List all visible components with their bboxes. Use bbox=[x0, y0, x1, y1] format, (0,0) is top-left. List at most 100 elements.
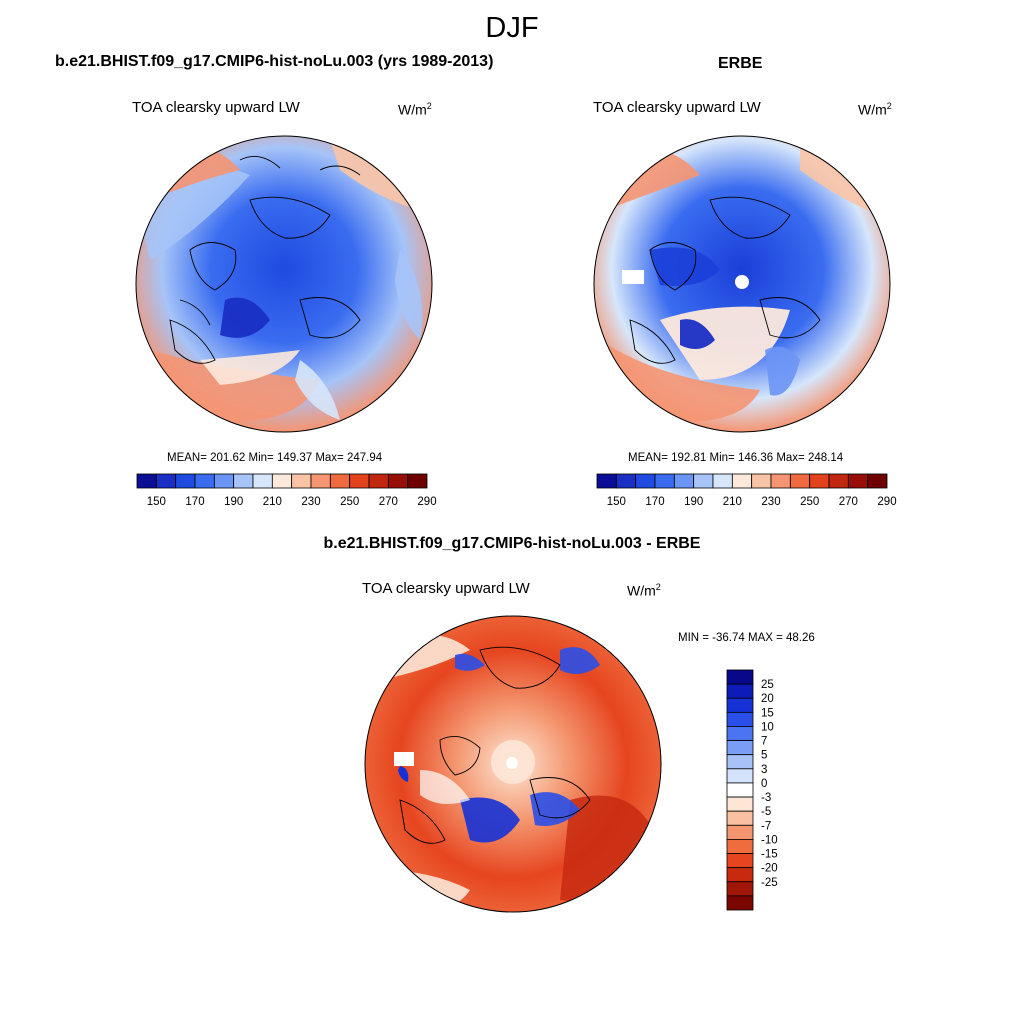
obs-map bbox=[594, 136, 890, 432]
obs-colorbar-swatch bbox=[635, 473, 656, 489]
model-map-border bbox=[135, 135, 433, 433]
model-colorbar-swatch bbox=[310, 473, 331, 489]
model-colorbar-swatch bbox=[175, 473, 196, 489]
obs-colorbar-swatch bbox=[693, 473, 714, 489]
obs-units: W/m2 bbox=[858, 101, 892, 118]
model-colorbar-tick-label: 190 bbox=[224, 496, 243, 508]
obs-colorbar-swatch bbox=[751, 473, 772, 489]
model-variable-label: TOA clearsky upward LW bbox=[132, 99, 300, 116]
obs-colorbar-swatch bbox=[731, 473, 753, 489]
obs-colorbar-swatch bbox=[596, 473, 617, 489]
model-colorbar-tick-label: 270 bbox=[379, 496, 398, 508]
diff-colorbar-swatch bbox=[726, 683, 754, 699]
obs-map-border bbox=[593, 135, 891, 433]
diff-colorbar-swatch bbox=[726, 796, 754, 812]
obs-colorbar-tick-label: 170 bbox=[645, 496, 664, 508]
model-units: W/m2 bbox=[398, 101, 432, 118]
diff-colorbar-tick-label: 20 bbox=[761, 693, 774, 705]
model-colorbar-swatch bbox=[194, 473, 215, 489]
diff-map bbox=[365, 616, 661, 912]
model-colorbar: 150 170 190 210 230 250 270 290 bbox=[136, 473, 437, 508]
diff-colorbar-swatch bbox=[726, 726, 754, 741]
diff-colorbar-tick-label: 15 bbox=[761, 707, 774, 719]
model-colorbar-swatch bbox=[233, 473, 254, 489]
model-colorbar-tick-label: 250 bbox=[340, 496, 359, 508]
diff-colorbar-swatch bbox=[726, 810, 754, 826]
diff-colorbar-tick-label: -15 bbox=[761, 849, 778, 861]
diff-colorbar-swatch bbox=[726, 824, 754, 840]
model-colorbar-swatch bbox=[291, 473, 312, 489]
diff-colorbar-swatch bbox=[726, 881, 754, 897]
model-stats: MEAN= 201.62 Min= 149.37 Max= 247.94 bbox=[167, 452, 383, 464]
diff-colorbar-swatch bbox=[726, 867, 754, 883]
diff-colorbar-swatch bbox=[726, 669, 754, 685]
model-colorbar-swatch bbox=[136, 473, 157, 489]
model-colorbar-swatch bbox=[387, 473, 409, 489]
obs-colorbar-tick-label: 230 bbox=[761, 496, 780, 508]
diff-colorbar-tick-label: -5 bbox=[761, 806, 771, 818]
obs-colorbar-tick-label: 210 bbox=[723, 496, 742, 508]
obs-colorbar-swatch bbox=[615, 473, 637, 489]
obs-colorbar-swatch bbox=[770, 473, 791, 489]
diff-variable-label: TOA clearsky upward LW bbox=[362, 580, 530, 597]
diff-colorbar-tick-label: 5 bbox=[761, 750, 767, 762]
diff-colorbar-swatch bbox=[726, 711, 754, 727]
diff-colorbar-tick-label: -10 bbox=[761, 834, 778, 846]
obs-colorbar-tick-label: 190 bbox=[684, 496, 703, 508]
diff-stats: MIN = -36.74 MAX = 48.26 bbox=[678, 632, 815, 644]
diff-colorbar-tick-label: -25 bbox=[761, 877, 778, 889]
model-panel-title: b.e21.BHIST.f09_g17.CMIP6-hist-noLu.003 … bbox=[55, 53, 494, 70]
obs-panel-title: ERBE bbox=[718, 55, 763, 72]
diff-colorbar-tick-label: -7 bbox=[761, 820, 771, 832]
diff-colorbar-swatch bbox=[726, 754, 754, 770]
diff-colorbar-tick-label: 0 bbox=[761, 778, 767, 790]
obs-colorbar-swatch bbox=[789, 473, 811, 489]
obs-stats: MEAN= 192.81 Min= 146.36 Max= 248.14 bbox=[628, 452, 844, 464]
model-colorbar-tick-label: 210 bbox=[263, 496, 282, 508]
obs-colorbar-swatch bbox=[809, 473, 830, 489]
obs-colorbar-swatch bbox=[867, 473, 888, 489]
diff-units: W/m2 bbox=[627, 582, 661, 599]
diff-map-border bbox=[364, 615, 662, 913]
diff-colorbar-swatch bbox=[726, 768, 754, 784]
model-colorbar-swatch bbox=[271, 473, 293, 489]
obs-variable-label: TOA clearsky upward LW bbox=[593, 99, 761, 116]
model-colorbar-tick-label: 150 bbox=[147, 496, 166, 508]
diff-colorbar-tick-label: 10 bbox=[761, 721, 774, 733]
obs-colorbar-tick-label: 250 bbox=[800, 496, 819, 508]
model-colorbar-swatch bbox=[155, 473, 177, 489]
obs-colorbar-tick-label: 290 bbox=[877, 496, 896, 508]
diff-colorbar-tick-label: -3 bbox=[761, 792, 771, 804]
diff-colorbar-swatch bbox=[726, 839, 754, 854]
diff-colorbar-tick-label: 7 bbox=[761, 736, 767, 748]
obs-colorbar-swatch bbox=[673, 473, 695, 489]
diff-colorbar-swatch bbox=[726, 853, 754, 869]
diff-colorbar-swatch bbox=[726, 895, 754, 911]
model-colorbar-tick-label: 230 bbox=[301, 496, 320, 508]
obs-colorbar: 150 170 190 210 230 250 270 290 bbox=[596, 473, 897, 508]
model-colorbar-swatch bbox=[252, 473, 273, 489]
model-colorbar-swatch bbox=[349, 473, 370, 489]
diff-colorbar-swatch bbox=[726, 782, 754, 798]
diff-colorbar-tick-label: 3 bbox=[761, 764, 767, 776]
figure-title: DJF bbox=[485, 12, 539, 44]
obs-colorbar-swatch bbox=[847, 473, 869, 489]
obs-colorbar-swatch bbox=[712, 473, 733, 489]
model-colorbar-swatch bbox=[407, 473, 428, 489]
model-colorbar-tick-label: 290 bbox=[417, 496, 436, 508]
diff-panel-title: b.e21.BHIST.f09_g17.CMIP6-hist-noLu.003 … bbox=[323, 535, 701, 552]
obs-colorbar-swatch bbox=[828, 473, 849, 489]
diff-colorbar-tick-label: 25 bbox=[761, 679, 774, 691]
model-colorbar-swatch bbox=[368, 473, 389, 489]
obs-colorbar-swatch bbox=[654, 473, 675, 489]
diff-colorbar-tick-label: -20 bbox=[761, 863, 778, 875]
diff-colorbar: 25 20 15 10 7 5 3 0 -3 -5 -7 -10 -15 -20 -25 bbox=[726, 669, 778, 911]
model-map bbox=[136, 136, 432, 432]
diff-colorbar-swatch bbox=[726, 740, 754, 756]
obs-colorbar-tick-label: 270 bbox=[839, 496, 858, 508]
diff-colorbar-swatch bbox=[726, 697, 754, 713]
model-colorbar-swatch bbox=[213, 473, 235, 489]
model-colorbar-tick-label: 170 bbox=[185, 496, 204, 508]
obs-colorbar-tick-label: 150 bbox=[607, 496, 626, 508]
